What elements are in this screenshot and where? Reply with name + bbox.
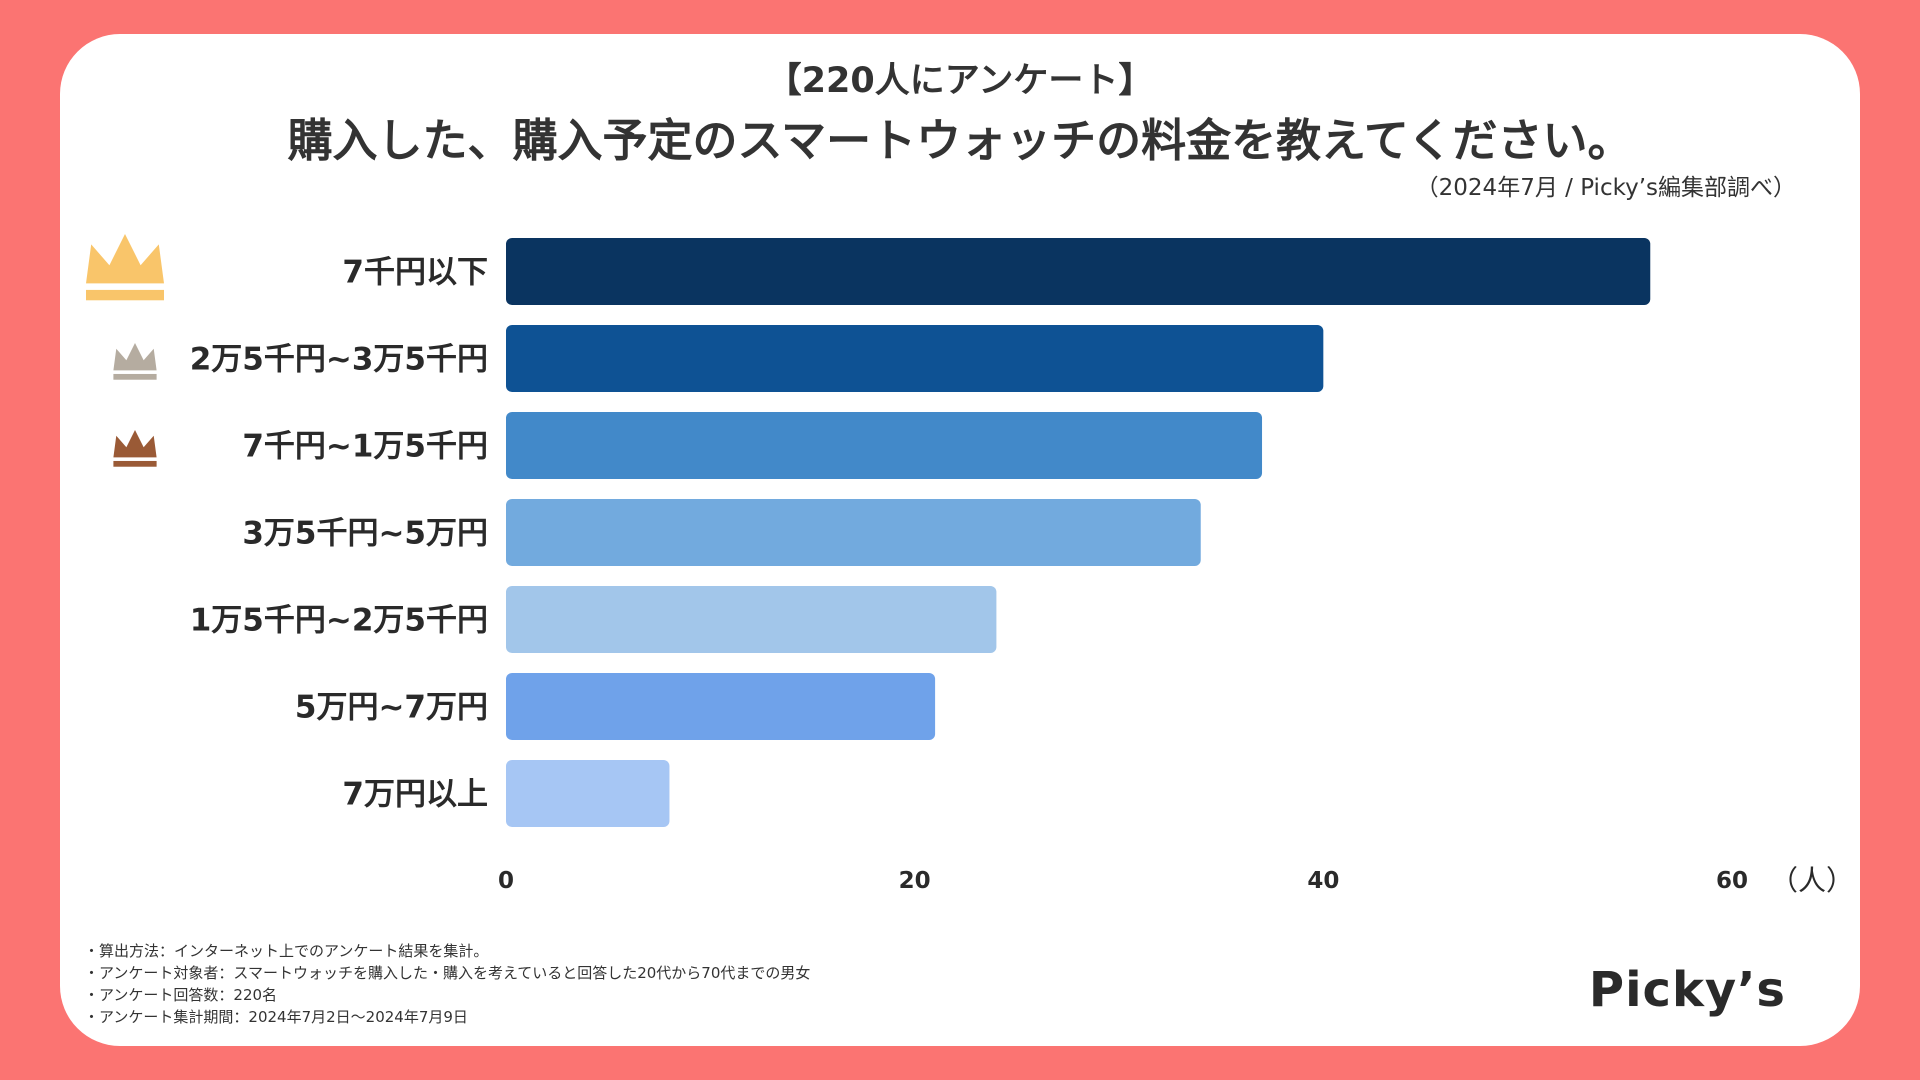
note-period: ・アンケート集計期間：2024年7月2日〜2024年7月9日 [84, 1008, 468, 1026]
bar-2 [506, 325, 1324, 392]
category-label: 3万5千円~5万円 [242, 516, 488, 552]
bar-7 [506, 760, 670, 827]
x-tick-label: 40 [1307, 868, 1339, 894]
bar-chart: 7千円以下 2万5千円~3万5千円 7千円~1万5千円 3万5千円~5万円 1万5千円~… [86, 234, 1854, 897]
x-tick-label: 0 [498, 868, 514, 894]
chart-subtitle: 【220人にアンケート】 [766, 61, 1154, 101]
note-target: ・アンケート対象者：スマートウォッチを購入した・購入を考えていると回答した20代… [84, 964, 811, 982]
crown-bronze-icon [113, 430, 157, 467]
note-count: ・アンケート回答数：220名 [84, 986, 278, 1004]
note-method: ・算出方法：インターネット上でのアンケート結果を集計。 [84, 942, 489, 960]
source-note: （2024年7月 / Picky’s編集部調べ） [1415, 175, 1796, 201]
x-unit-label: （人） [1770, 864, 1854, 897]
bar-4 [506, 499, 1201, 566]
survey-notes: ・算出方法：インターネット上でのアンケート結果を集計。 ・アンケート対象者：スマ… [84, 940, 810, 1028]
category-label: 2万5千円~3万5千円 [190, 342, 488, 378]
crown-gold-icon [86, 234, 164, 301]
category-label: 7千円以下 [342, 255, 488, 291]
x-tick-label: 20 [899, 868, 931, 894]
x-tick-label: 60 [1716, 868, 1748, 894]
bar-6 [506, 673, 936, 740]
crown-silver-icon [113, 343, 157, 380]
category-label: 5万円~7万円 [295, 690, 488, 726]
chart-title: 購入した、購入予定のスマートウォッチの料金を教えてください。 [287, 114, 1633, 167]
category-label: 7千円~1万5千円 [242, 429, 488, 465]
bar-5 [506, 586, 997, 653]
chart-card: 【220人にアンケート】 購入した、購入予定のスマートウォッチの料金を教えてくだ… [60, 34, 1860, 1046]
pickys-logo: Picky’s [1588, 962, 1786, 1018]
bar-3 [506, 412, 1263, 479]
category-label: 1万5千円~2万5千円 [190, 603, 488, 639]
bar-1 [506, 238, 1651, 305]
category-label: 7万円以上 [342, 777, 488, 813]
